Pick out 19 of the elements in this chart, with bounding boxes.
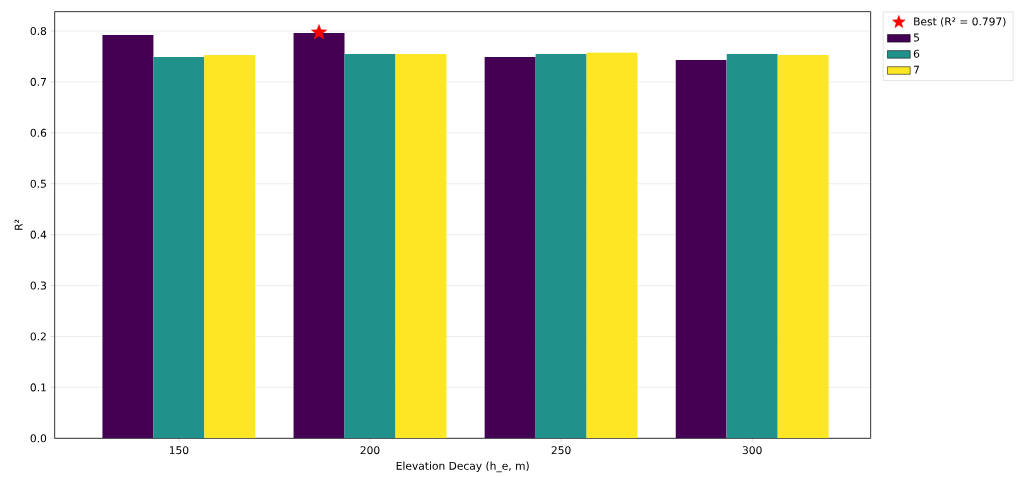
x-tick-label: 250 bbox=[551, 446, 571, 455]
y-tick-label: 0.7 bbox=[30, 77, 46, 86]
y-tick-label: 0.5 bbox=[30, 179, 46, 188]
y-axis-title: R² bbox=[14, 219, 23, 230]
legend-label: 6 bbox=[913, 49, 920, 58]
x-tick-label: 300 bbox=[742, 446, 762, 455]
y-tick-label: 0.0 bbox=[30, 434, 47, 443]
y-tick-label: 0.2 bbox=[30, 332, 46, 341]
legend-label: Best (R² = 0.797) bbox=[914, 17, 1006, 27]
legend-label: 7 bbox=[914, 65, 920, 74]
y-tick-label: 0.1 bbox=[30, 383, 46, 392]
y-tick-label: 0.4 bbox=[30, 230, 47, 239]
y-tick-label: 0.8 bbox=[30, 26, 47, 36]
y-tick-label: 0.3 bbox=[30, 281, 47, 290]
x-tick-label: 150 bbox=[169, 446, 189, 455]
x-tick-label: 200 bbox=[360, 446, 380, 455]
x-axis-title: Elevation Decay (h_e, m) bbox=[396, 461, 529, 473]
legend-label: 5 bbox=[913, 33, 919, 42]
y-tick-label: 0.6 bbox=[30, 128, 47, 137]
